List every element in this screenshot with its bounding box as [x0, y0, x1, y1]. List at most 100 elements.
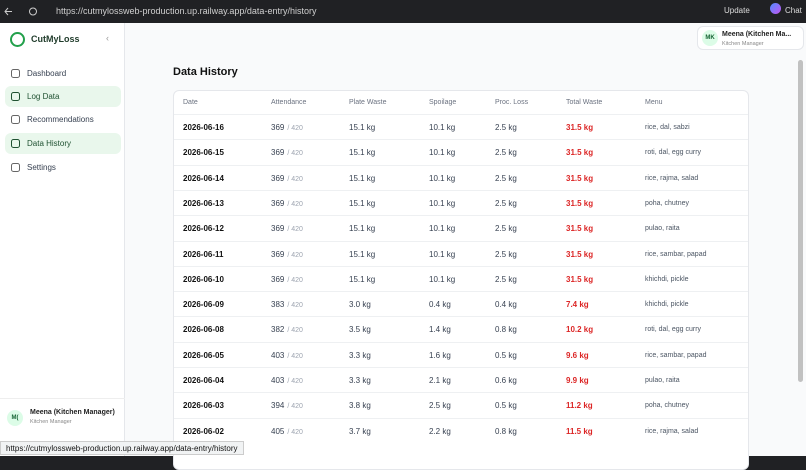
spoilage: 1.4 kg — [429, 325, 451, 335]
proc-loss: 0.6 kg — [495, 376, 517, 385]
attendance: 369/ 420 — [271, 140, 303, 166]
total-waste: 31.5 kg — [566, 224, 594, 234]
spoilage: 10.1 kg — [429, 274, 456, 284]
attendance-count: 403 — [271, 376, 285, 385]
proc-loss: 2.5 kg — [495, 274, 517, 284]
table-row[interactable]: 2026-06-11 369/ 420 15.1 kg 10.1 kg 2.5 kg 31… — [174, 240, 748, 268]
attendance-capacity: / 420 — [287, 327, 303, 335]
date: 2026-06-15 — [183, 148, 224, 158]
nav-icon — [11, 163, 20, 172]
user-role: Kitchen Manager — [30, 419, 72, 425]
menu: poha, chutney — [645, 402, 689, 410]
menu: pulao, raita — [645, 377, 680, 384]
scrollbar[interactable] — [798, 60, 803, 382]
spoilage: 10.1 kg — [429, 123, 456, 132]
total-waste: 31.5 kg — [566, 274, 594, 284]
table-row[interactable]: 2026-06-09 383/ 420 3.0 kg 0.4 kg 0.4 kg 7.4 … — [174, 291, 748, 318]
browser-bar: https://cutmylossweb-production.up.railw… — [0, 0, 806, 23]
menu: rice, dal, sabzi — [645, 124, 690, 131]
attendance-capacity: / 420 — [287, 226, 303, 234]
spoilage: 2.5 kg — [429, 401, 451, 411]
avatar: M( — [7, 410, 23, 426]
proc-loss: 0.8 kg — [495, 426, 517, 436]
table-row[interactable]: 2026-06-14 369/ 420 15.1 kg 10.1 kg 2.5 kg 31… — [174, 164, 748, 190]
user-role: Kitchen Manager — [722, 41, 764, 47]
nav-icon — [11, 115, 20, 124]
menu: rice, rajma, salad — [645, 174, 699, 182]
nav-item[interactable]: Data History — [5, 133, 121, 154]
date: 2026-06-03 — [183, 401, 224, 411]
divider — [0, 398, 125, 399]
table-row[interactable]: 2026-06-04 403/ 420 3.3 kg 2.1 kg 0.6 kg 9.9 … — [174, 367, 748, 392]
proc-loss: 2.5 kg — [495, 224, 517, 234]
logo — [10, 32, 25, 47]
address-bar[interactable]: https://cutmylossweb-production.up.railw… — [56, 6, 317, 16]
plate-waste: 15.1 kg — [349, 173, 376, 183]
attendance-capacity: / 420 — [287, 276, 303, 284]
attendance-count: 382 — [271, 325, 285, 335]
spoilage: 10.1 kg — [429, 198, 456, 208]
spoilage: 0.4 kg — [429, 300, 451, 310]
attendance: 383/ 420 — [271, 292, 303, 318]
table-row[interactable]: 2026-06-13 369/ 420 15.1 kg 10.1 kg 2.5 kg 31… — [174, 189, 748, 217]
date: 2026-06-02 — [183, 426, 224, 436]
attendance-count: 369 — [271, 148, 285, 158]
total-waste: 31.5 kg — [566, 173, 594, 183]
nav-icons[interactable] — [4, 6, 44, 17]
spoilage: 10.1 kg — [429, 249, 456, 259]
date: 2026-06-04 — [183, 376, 224, 385]
chat-button[interactable]: Chat — [785, 6, 802, 15]
plate-waste: 3.0 kg — [349, 300, 371, 310]
column-header: Menu — [645, 99, 663, 106]
total-waste: 31.5 kg — [566, 198, 594, 208]
table-row[interactable]: 2026-06-02 405/ 420 3.7 kg 2.2 kg 0.8 kg 11.5… — [174, 417, 748, 443]
proc-loss: 2.5 kg — [495, 173, 517, 183]
table-row[interactable]: 2026-06-12 369/ 420 15.1 kg 10.1 kg 2.5 kg 31… — [174, 215, 748, 240]
table-row[interactable]: 2026-06-03 394/ 420 3.8 kg 2.5 kg 0.5 kg 11.2… — [174, 392, 748, 417]
attendance-count: 369 — [271, 173, 285, 183]
column-header: Plate Waste — [349, 99, 387, 106]
menu: rice, sambar, papad — [645, 250, 707, 258]
attendance-capacity: / 420 — [287, 150, 303, 158]
menu: roti, dal, egg curry — [645, 149, 702, 157]
proc-loss: 0.4 kg — [495, 300, 517, 310]
collapse[interactable]: ‹ — [106, 33, 109, 43]
table-row[interactable]: 2026-06-05 403/ 420 3.3 kg 1.6 kg 0.5 kg 9.6 … — [174, 341, 748, 369]
attendance: 369/ 420 — [271, 242, 303, 268]
date: 2026-06-13 — [183, 198, 224, 208]
plate-waste: 3.8 kg — [349, 401, 371, 411]
attendance-capacity: / 420 — [287, 428, 303, 436]
menu: rice, rajma, salad — [645, 427, 699, 435]
date: 2026-06-09 — [183, 300, 224, 310]
plate-waste: 3.3 kg — [349, 376, 371, 385]
user-chip[interactable]: MK Meena (Kitchen Ma... Kitchen Manager — [697, 26, 804, 50]
user-name: Meena (Kitchen Manager) — [30, 409, 115, 416]
attendance: 403/ 420 — [271, 343, 303, 369]
avatar: MK — [702, 30, 718, 46]
proc-loss: 2.5 kg — [495, 148, 517, 158]
date: 2026-06-08 — [183, 325, 224, 335]
update-button[interactable]: Update — [724, 6, 750, 15]
nav-item[interactable]: Settings — [5, 157, 121, 178]
attendance-capacity: / 420 — [287, 302, 303, 310]
spoilage: 1.6 kg — [429, 350, 451, 360]
nav-icon — [11, 139, 20, 148]
column-header: Proc. Loss — [495, 99, 529, 106]
nav-item[interactable]: Recommendations — [5, 109, 121, 130]
table-row[interactable]: 2026-06-16 369/ 420 15.1 kg 10.1 kg 2.5 kg 31… — [174, 114, 748, 139]
nav-icon — [11, 92, 20, 101]
proc-loss: 2.5 kg — [495, 249, 517, 259]
sidebar: CutMyLoss ‹ Dashboard Log Data Recommendat… — [0, 23, 125, 456]
nav-item[interactable]: Log Data — [5, 86, 121, 107]
table-row[interactable]: 2026-06-10 369/ 420 15.1 kg 10.1 kg 2.5 kg 31… — [174, 265, 748, 291]
attendance-capacity: / 420 — [287, 200, 303, 208]
proc-loss: 2.5 kg — [495, 198, 517, 208]
attendance-count: 369 — [271, 198, 285, 208]
attendance: 369/ 420 — [271, 191, 303, 217]
chat-icon — [770, 3, 781, 14]
menu: roti, dal, egg curry — [645, 326, 702, 334]
table-row[interactable]: 2026-06-15 369/ 420 15.1 kg 10.1 kg 2.5 kg 31… — [174, 139, 748, 166]
table-row[interactable]: 2026-06-08 382/ 420 3.5 kg 1.4 kg 0.8 kg 10.2… — [174, 316, 748, 341]
nav-item[interactable]: Dashboard — [5, 63, 121, 84]
proc-loss: 2.5 kg — [495, 123, 517, 132]
